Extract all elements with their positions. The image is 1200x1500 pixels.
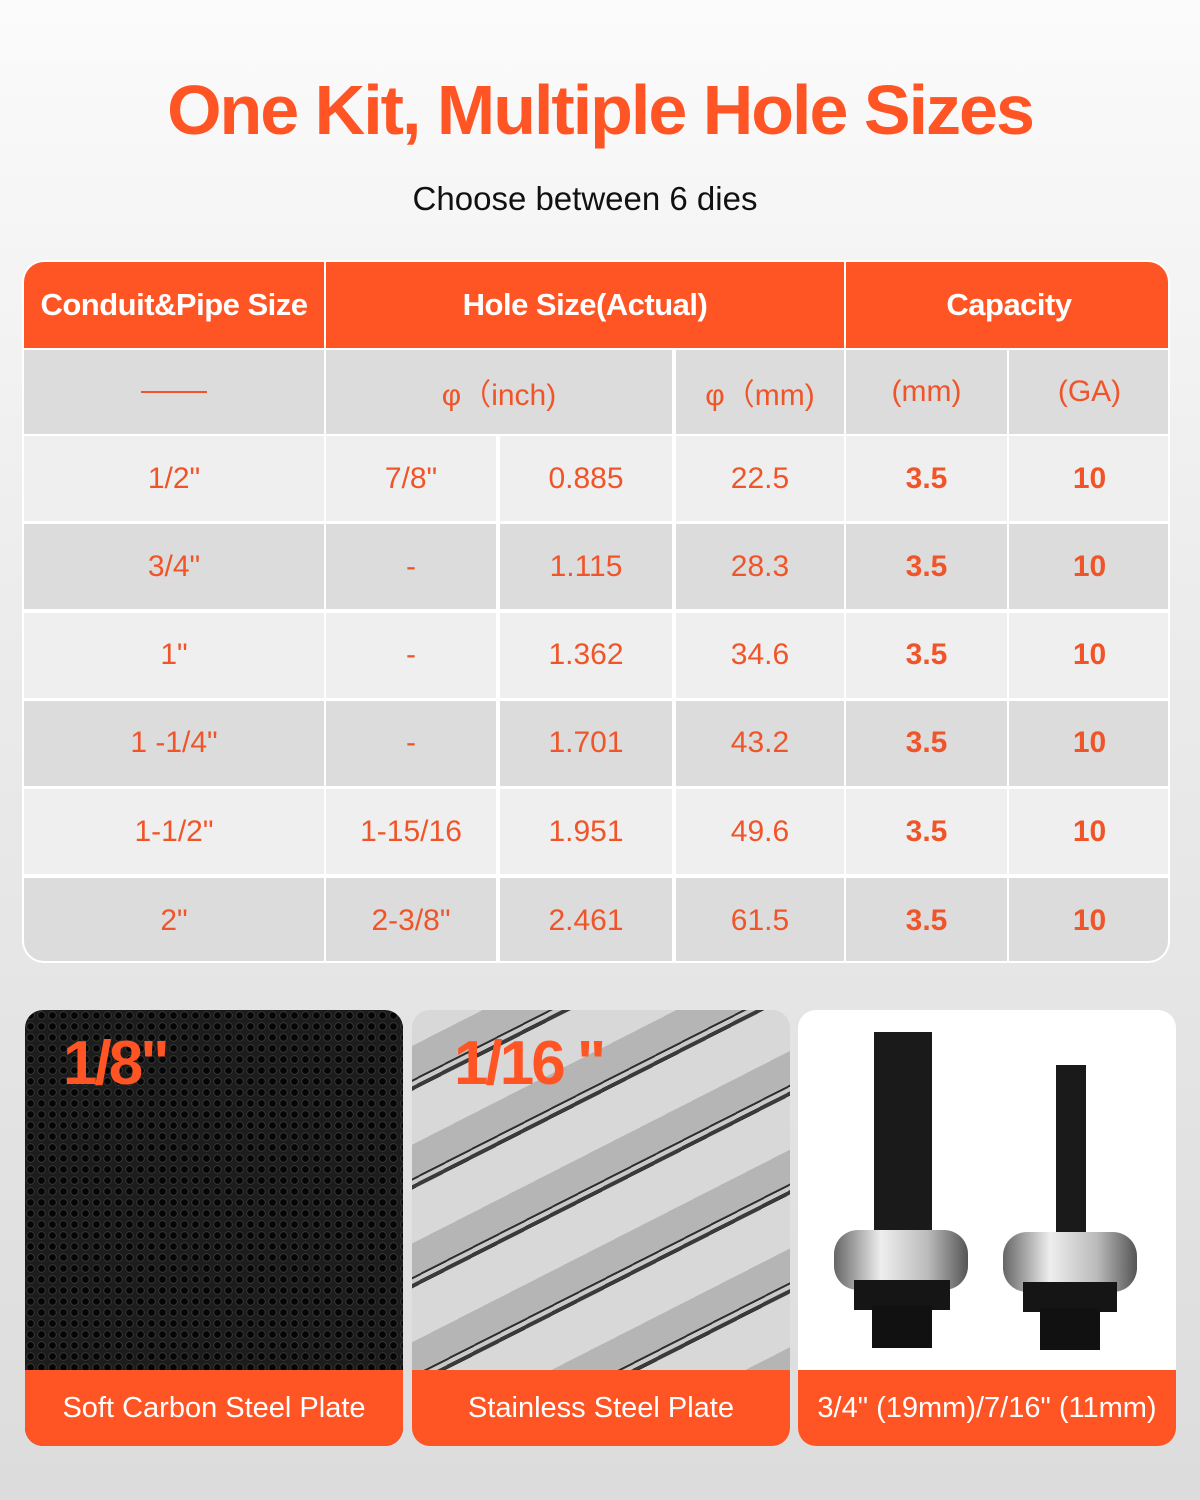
unit-capacity-mm: (mm) — [846, 350, 1007, 434]
page-subtitle: Choose between 6 dies — [412, 180, 758, 217]
table-cell: 49.6 — [676, 789, 844, 875]
table-cell: 2" — [24, 877, 324, 961]
dash: —— — [141, 391, 207, 393]
small-stud-icon — [1003, 1065, 1137, 1350]
header-conduit-size: Conduit&Pipe Size — [24, 262, 324, 348]
table-cell: 43.2 — [676, 700, 844, 786]
panel-label: 3/4" (19mm)/7/16" (11mm) — [798, 1370, 1176, 1446]
table-cell: 3.5 — [846, 789, 1007, 875]
table-cell: 28.3 — [676, 524, 844, 610]
panel-soft-carbon-steel: 1/8" Soft Carbon Steel Plate — [25, 1010, 403, 1446]
unit-inch: φ（inch) — [326, 350, 672, 434]
table-cell: 61.5 — [676, 877, 844, 961]
table-cell: 1" — [24, 612, 324, 698]
table-cell: 3.5 — [846, 612, 1007, 698]
table-cell: 0.885 — [500, 436, 672, 521]
table-cell: 22.5 — [676, 436, 844, 521]
header-hole-size: Hole Size(Actual) — [326, 262, 844, 348]
table-cell: 34.6 — [676, 612, 844, 698]
panel-label: Soft Carbon Steel Plate — [25, 1370, 403, 1446]
table-cell: 1-1/2" — [24, 789, 324, 875]
table-cell: 3/4" — [24, 524, 324, 610]
table-cell: 3.5 — [846, 877, 1007, 961]
table-cell: 1-15/16 — [326, 789, 496, 875]
table-cell: 1.115 — [500, 524, 672, 610]
panel-stainless-steel: 1/16 " Stainless Steel Plate — [412, 1010, 790, 1446]
table-cell: 2-3/8" — [326, 877, 496, 961]
table-cell: 10 — [1009, 700, 1168, 786]
table-cell: 1 -1/4" — [24, 700, 324, 786]
unit-conduit: —— — [24, 350, 324, 434]
draw-stud-bolts-image — [834, 1032, 1137, 1350]
thickness-label: 1/16 " — [454, 1029, 606, 1098]
table-cell: - — [326, 700, 496, 786]
table-cell: 1.362 — [500, 612, 672, 698]
header-capacity: Capacity — [846, 262, 1168, 348]
table-cell: 2.461 — [500, 877, 672, 961]
table-cell: 3.5 — [846, 436, 1007, 521]
table-cell: 10 — [1009, 524, 1168, 610]
thickness-label: 1/8" — [63, 1029, 170, 1098]
table-cell: 1.951 — [500, 789, 672, 875]
panel-draw-studs: 3/4" (19mm)/7/16" (11mm) — [798, 1010, 1176, 1446]
hole-size-table: Conduit&Pipe Size Hole Size(Actual) Capa… — [22, 260, 1170, 963]
table-cell: 10 — [1009, 436, 1168, 521]
table-cell: 10 — [1009, 877, 1168, 961]
table-cell: 3.5 — [846, 524, 1007, 610]
table-cell: 3.5 — [846, 700, 1007, 786]
page-title: One Kit, Multiple Hole Sizes — [167, 71, 1035, 149]
table-cell: 1.701 — [500, 700, 672, 786]
unit-mm: φ（mm) — [676, 350, 844, 434]
table-cell: 1/2" — [24, 436, 324, 521]
table-cell: - — [326, 524, 496, 610]
panel-label: Stainless Steel Plate — [412, 1370, 790, 1446]
table-cell: 10 — [1009, 612, 1168, 698]
table-cell: 10 — [1009, 789, 1168, 875]
unit-capacity-ga: (GA) — [1009, 350, 1168, 434]
table-cell: - — [326, 612, 496, 698]
large-stud-icon — [834, 1032, 968, 1348]
table-cell: 7/8" — [326, 436, 496, 521]
